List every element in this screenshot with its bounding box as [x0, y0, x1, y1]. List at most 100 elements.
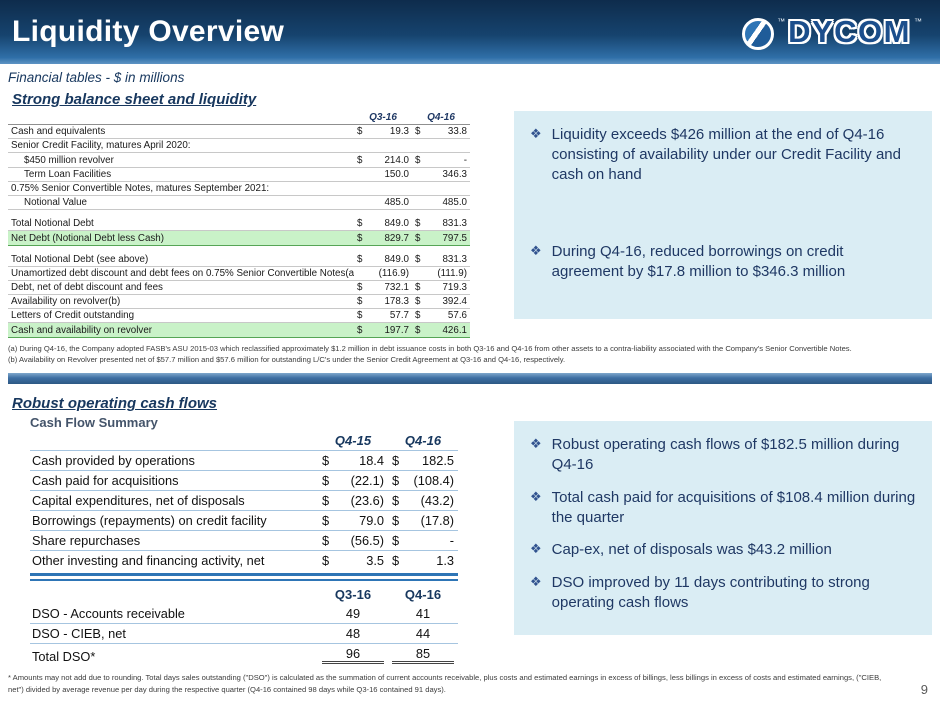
- value-col-1: $849.0: [354, 252, 412, 267]
- dycom-logo-icon: [742, 17, 775, 50]
- table-row: Cash and equivalents $19.3 $33.8: [8, 124, 470, 140]
- table-row: Cash paid for acquisitions $ (22.1) $ (108.4…: [30, 470, 458, 491]
- value-col-2: $57.6: [412, 308, 470, 324]
- currency-symbol: $: [415, 324, 421, 336]
- amount-value: 392.4: [442, 296, 467, 308]
- currency-symbol: $: [322, 533, 330, 549]
- value-col-1: $57.7: [354, 308, 412, 324]
- amount-value: (56.5): [350, 533, 384, 549]
- diamond-bullet-icon: ❖: [530, 437, 542, 453]
- cashflow-table-header-row: Q4-15 Q4-16: [30, 431, 458, 451]
- row-label: $450 million revolver: [8, 152, 354, 168]
- callout-text: DSO improved by 11 days contributing to …: [551, 574, 870, 612]
- currency-symbol: $: [322, 473, 330, 489]
- value-col-1: $ (56.5): [318, 530, 388, 551]
- value-col-1: [354, 210, 412, 217]
- table-row: Total DSO* 96 85: [30, 643, 458, 667]
- table-row: Debt, net of debt discount and fees $732.…: [8, 280, 470, 296]
- table-row: Cash and availability on revolver $197.7 $…: [8, 322, 470, 338]
- value-col-2: $392.4: [412, 294, 470, 310]
- column-header-empty: [8, 111, 354, 125]
- value-col-1: (116.9): [354, 266, 412, 281]
- column-header-empty: [30, 431, 318, 451]
- currency-symbol: $: [357, 296, 363, 308]
- amount-value: 1.3: [436, 553, 454, 569]
- diamond-bullet-icon: ❖: [530, 127, 542, 142]
- currency-symbol: $: [357, 282, 363, 294]
- callout-bullet: ❖ DSO improved by 11 days contributing to…: [530, 573, 916, 613]
- value-col-2: $426.1: [412, 322, 470, 338]
- dycom-logo-text: DYCOM: [788, 13, 911, 49]
- amount-value: 79.0: [359, 513, 384, 529]
- amount-value: 831.3: [442, 253, 467, 265]
- column-header-q3-16: Q3-16: [334, 587, 372, 603]
- value-col-1: $849.0: [354, 216, 412, 232]
- row-label: Capital expenditures, net of disposals: [30, 490, 318, 511]
- diamond-bullet-icon: ❖: [530, 542, 542, 558]
- amount-value: 214.0: [384, 154, 409, 166]
- cashflow-callout-box: ❖ Robust operating cash flows of $182.5 m…: [514, 421, 932, 636]
- callout-text: Cap-ex, net of disposals was $43.2 milli…: [551, 541, 832, 559]
- amount-value: 197.7: [384, 324, 409, 336]
- column-header-q4-16: Q4-16: [404, 433, 442, 449]
- amount-value: 3.5: [366, 553, 384, 569]
- table-row: [8, 210, 470, 217]
- value-col-1: $79.0: [318, 510, 388, 531]
- amount-value: 426.1: [442, 324, 467, 336]
- table-row: Other investing and financing activity, …: [30, 550, 458, 571]
- table-row: Borrowings (repayments) on credit facili…: [30, 510, 458, 531]
- page-title: Liquidity Overview: [12, 15, 285, 48]
- balance-section-heading: Strong balance sheet and liquidity: [12, 91, 257, 108]
- row-label: Cash provided by operations: [30, 450, 318, 471]
- table-row: 0.75% Senior Convertible Notes, matures …: [8, 181, 470, 196]
- row-label: Letters of Credit outstanding: [8, 308, 354, 324]
- row-label: DSO - CIEB, net: [30, 623, 318, 645]
- amount-value: (23.6): [350, 493, 384, 509]
- column-header-empty: [30, 585, 318, 604]
- row-label: Cash paid for acquisitions: [30, 470, 318, 491]
- row-label: Cash and availability on revolver: [8, 322, 354, 338]
- currency-symbol: $: [415, 126, 421, 138]
- currency-symbol: $: [415, 310, 421, 322]
- amount-value: 797.5: [442, 232, 467, 244]
- value-col-1: $829.7: [354, 230, 412, 246]
- row-label: Other investing and financing activity, …: [30, 550, 318, 571]
- table-row: Net Debt (Notional Debt less Cash) $829.7…: [8, 230, 470, 246]
- currency-symbol: $: [392, 453, 400, 469]
- value-col-2: $719.3: [412, 280, 470, 296]
- amount-value: 18.4: [359, 453, 384, 469]
- callout-bullet: ❖ During Q4-16, reduced borrowings on cre…: [530, 242, 916, 282]
- value-col-2: $ (43.2): [388, 490, 458, 511]
- table-row: Share repurchases $ (56.5) $ -: [30, 530, 458, 551]
- row-label: DSO - Accounts receivable: [30, 604, 318, 625]
- amount-value: 41: [415, 606, 431, 622]
- row-label: [8, 245, 354, 252]
- currency-symbol: $: [322, 553, 330, 569]
- amount-value: 829.7: [384, 232, 409, 244]
- row-label: Borrowings (repayments) on credit facili…: [30, 510, 318, 531]
- currency-symbol: $: [357, 232, 363, 244]
- section-divider-bar: [8, 373, 932, 385]
- amount-value: (22.1): [350, 473, 384, 489]
- row-label: 0.75% Senior Convertible Notes, matures …: [8, 181, 354, 196]
- table-row: Notional Value 485.0 485.0: [8, 195, 470, 211]
- balance-footnotes: (a) During Q4-16, the Company adopted FA…: [8, 343, 932, 367]
- table-row: Availability on revolver(b) $178.3 $392.4: [8, 294, 470, 310]
- currency-symbol: $: [357, 310, 363, 322]
- value-col-2: 85: [388, 643, 458, 667]
- value-col-1: [354, 245, 412, 252]
- table-row: Cash provided by operations $18.4 $182.5: [30, 450, 458, 471]
- row-label: Senior Credit Facility, matures April 20…: [8, 138, 354, 154]
- value-col-1: [354, 181, 412, 196]
- value-col-2: 44: [388, 623, 458, 645]
- value-col-2: $ -: [388, 530, 458, 551]
- subtitle-financial-tables: Financial tables - $ in millions: [8, 70, 185, 85]
- amount-value: 182.5: [421, 453, 454, 469]
- value-col-2: $ (108.4): [388, 470, 458, 491]
- trademark-symbol: ™: [777, 16, 786, 26]
- value-col-2: $1.3: [388, 550, 458, 571]
- amount-value: 33.8: [447, 126, 467, 138]
- balance-sheet-section: Strong balance sheet and liquidity Q3-16…: [0, 85, 940, 338]
- value-col-1: [354, 138, 412, 154]
- liquidity-callout-box: ❖ Liquidity exceeds $426 million at the e…: [514, 111, 932, 319]
